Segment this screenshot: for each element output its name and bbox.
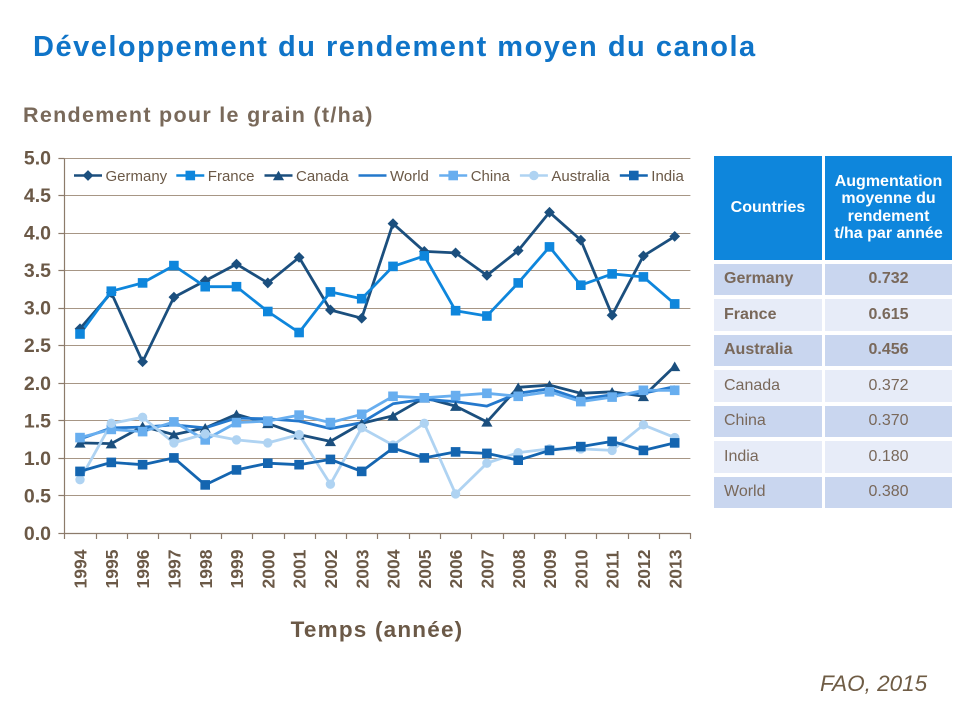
svg-text:2005: 2005 (415, 549, 435, 588)
svg-text:China: China (471, 168, 511, 185)
svg-text:2003: 2003 (352, 549, 372, 588)
svg-text:1995: 1995 (102, 549, 122, 588)
svg-text:3.5: 3.5 (24, 260, 51, 282)
svg-text:1.0: 1.0 (24, 448, 51, 470)
svg-text:France: France (208, 168, 255, 185)
svg-text:0.0: 0.0 (24, 523, 51, 545)
svg-text:3.0: 3.0 (24, 298, 51, 320)
svg-text:2011: 2011 (603, 550, 623, 588)
svg-text:2009: 2009 (540, 549, 560, 588)
svg-text:1996: 1996 (133, 549, 153, 588)
svg-text:2002: 2002 (321, 549, 341, 588)
svg-text:1.5: 1.5 (24, 410, 51, 432)
svg-text:2010: 2010 (571, 549, 591, 588)
svg-text:4.0: 4.0 (24, 223, 51, 245)
svg-text:2001: 2001 (290, 549, 310, 588)
svg-text:Temps (année): Temps (année) (291, 617, 464, 642)
svg-text:2.5: 2.5 (24, 335, 51, 357)
svg-text:2006: 2006 (446, 549, 466, 588)
svg-text:4.5: 4.5 (24, 185, 51, 207)
svg-text:2007: 2007 (478, 550, 498, 589)
svg-text:2004: 2004 (384, 549, 404, 588)
svg-text:World: World (390, 168, 429, 185)
svg-text:Canada: Canada (296, 168, 349, 185)
svg-text:Germany: Germany (106, 168, 168, 185)
svg-text:2.0: 2.0 (24, 373, 51, 395)
svg-text:2012: 2012 (634, 549, 654, 588)
svg-text:5.0: 5.0 (24, 148, 51, 170)
svg-text:2013: 2013 (665, 549, 685, 588)
svg-text:1998: 1998 (196, 549, 216, 588)
svg-text:1994: 1994 (71, 549, 91, 588)
svg-text:0.5: 0.5 (24, 485, 51, 507)
svg-text:1999: 1999 (227, 549, 247, 588)
svg-text:India: India (651, 168, 684, 185)
svg-text:2008: 2008 (509, 549, 529, 588)
svg-text:Australia: Australia (551, 168, 610, 185)
svg-text:1997: 1997 (165, 550, 185, 589)
svg-text:2000: 2000 (258, 549, 278, 588)
